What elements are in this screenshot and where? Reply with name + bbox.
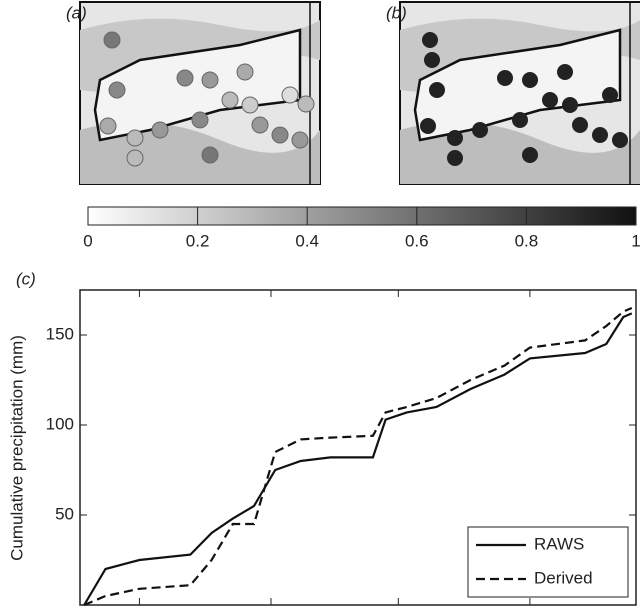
map-b <box>400 2 640 184</box>
map-label: (b) <box>386 3 407 22</box>
y-tick-label: 150 <box>46 324 74 343</box>
panel-label: (c) <box>16 269 36 288</box>
colorbar-tick-label: 0 <box>83 231 92 250</box>
colorbar-tick-label: 0.8 <box>515 231 539 250</box>
legend-label: Derived <box>534 568 593 587</box>
map-label: (a) <box>66 3 87 22</box>
y-tick-label: 100 <box>46 414 74 433</box>
map-a <box>80 2 320 184</box>
y-axis-label: Cumulative precipitation (mm) <box>7 335 26 561</box>
y-tick-label: 50 <box>55 504 74 523</box>
colorbar-tick-label: 0.4 <box>295 231 319 250</box>
colorbar-tick-label: 0.2 <box>186 231 210 250</box>
colorbar <box>88 207 636 225</box>
figure: (a) (b) (c) Cumulative precipitation (mm… <box>0 0 640 608</box>
colorbar-tick-label: 1 <box>631 231 640 250</box>
colorbar-tick-label: 0.6 <box>405 231 429 250</box>
legend-label: RAWS <box>534 534 584 553</box>
